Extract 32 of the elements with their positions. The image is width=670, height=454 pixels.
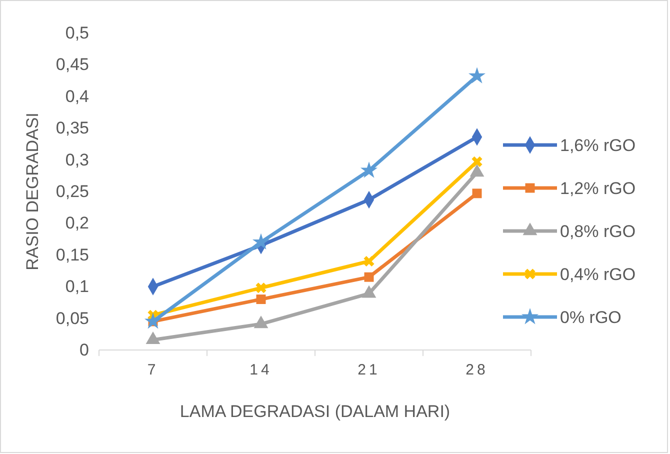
point [256,282,266,294]
x-tick-label: 21 [358,362,380,379]
point [144,312,162,329]
x-axis-title: LAMA DEGRADASI (DALAM HARI) [180,402,450,421]
point [364,272,374,282]
legend-label: 0,8% rGO [560,222,636,241]
y-tick-label: 0,05 [56,308,89,328]
point [364,256,374,267]
y-tick-label: 0,3 [65,150,89,170]
y-tick-label: 0,35 [56,118,89,138]
y-tick-label: 0,4 [65,86,89,106]
y-tick-label: 0,45 [56,55,89,74]
x-tick-label: 14 [250,362,272,379]
y-axis-title: RASIO DEGRADASI [23,112,42,270]
point [472,188,482,198]
y-tick-label: 0,2 [65,214,89,233]
y-tick-label: 0,25 [56,182,89,201]
point [252,233,270,250]
legend-label: 1,2% rGO [560,179,636,198]
legend-label: 0% rGO [560,308,622,327]
x-tick-label: 28 [466,362,488,379]
point [360,162,378,178]
legend-label: 0,4% rGO [560,265,636,284]
x-tick-label: 7 [147,362,159,379]
y-tick-label: 0,15 [56,245,89,264]
point [256,294,266,304]
legend-label: 1,6% rGO [560,136,636,155]
y-tick-label: 0,1 [65,277,89,296]
y-tick-label: 0 [80,340,89,360]
y-tick-label: 0,5 [65,23,89,42]
point [472,156,482,167]
point [468,67,486,84]
